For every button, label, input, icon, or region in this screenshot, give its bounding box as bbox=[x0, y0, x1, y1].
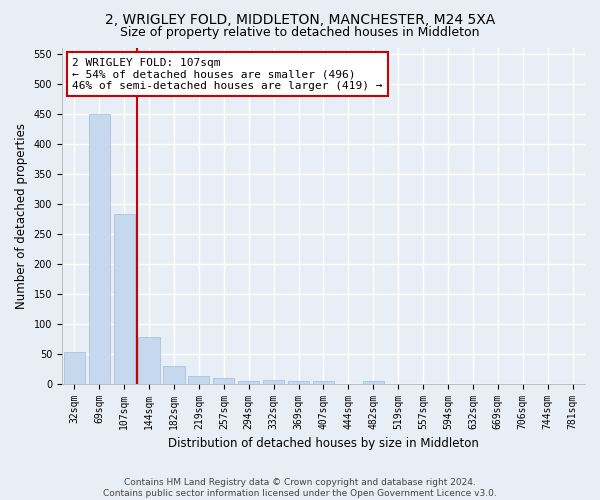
Bar bbox=[139, 338, 160, 384]
Bar bbox=[313, 380, 334, 384]
Bar bbox=[89, 114, 110, 384]
Bar bbox=[163, 366, 185, 384]
Bar bbox=[113, 214, 135, 384]
Bar bbox=[238, 380, 259, 384]
Text: 2 WRIGLEY FOLD: 107sqm
← 54% of detached houses are smaller (496)
46% of semi-de: 2 WRIGLEY FOLD: 107sqm ← 54% of detached… bbox=[73, 58, 383, 91]
Bar bbox=[288, 380, 309, 384]
Bar bbox=[213, 378, 235, 384]
Text: Contains HM Land Registry data © Crown copyright and database right 2024.
Contai: Contains HM Land Registry data © Crown c… bbox=[103, 478, 497, 498]
Bar bbox=[64, 352, 85, 384]
Bar bbox=[263, 380, 284, 384]
Text: Size of property relative to detached houses in Middleton: Size of property relative to detached ho… bbox=[120, 26, 480, 39]
Y-axis label: Number of detached properties: Number of detached properties bbox=[15, 122, 28, 308]
Text: 2, WRIGLEY FOLD, MIDDLETON, MANCHESTER, M24 5XA: 2, WRIGLEY FOLD, MIDDLETON, MANCHESTER, … bbox=[105, 12, 495, 26]
X-axis label: Distribution of detached houses by size in Middleton: Distribution of detached houses by size … bbox=[168, 437, 479, 450]
Bar bbox=[188, 376, 209, 384]
Bar bbox=[362, 380, 384, 384]
